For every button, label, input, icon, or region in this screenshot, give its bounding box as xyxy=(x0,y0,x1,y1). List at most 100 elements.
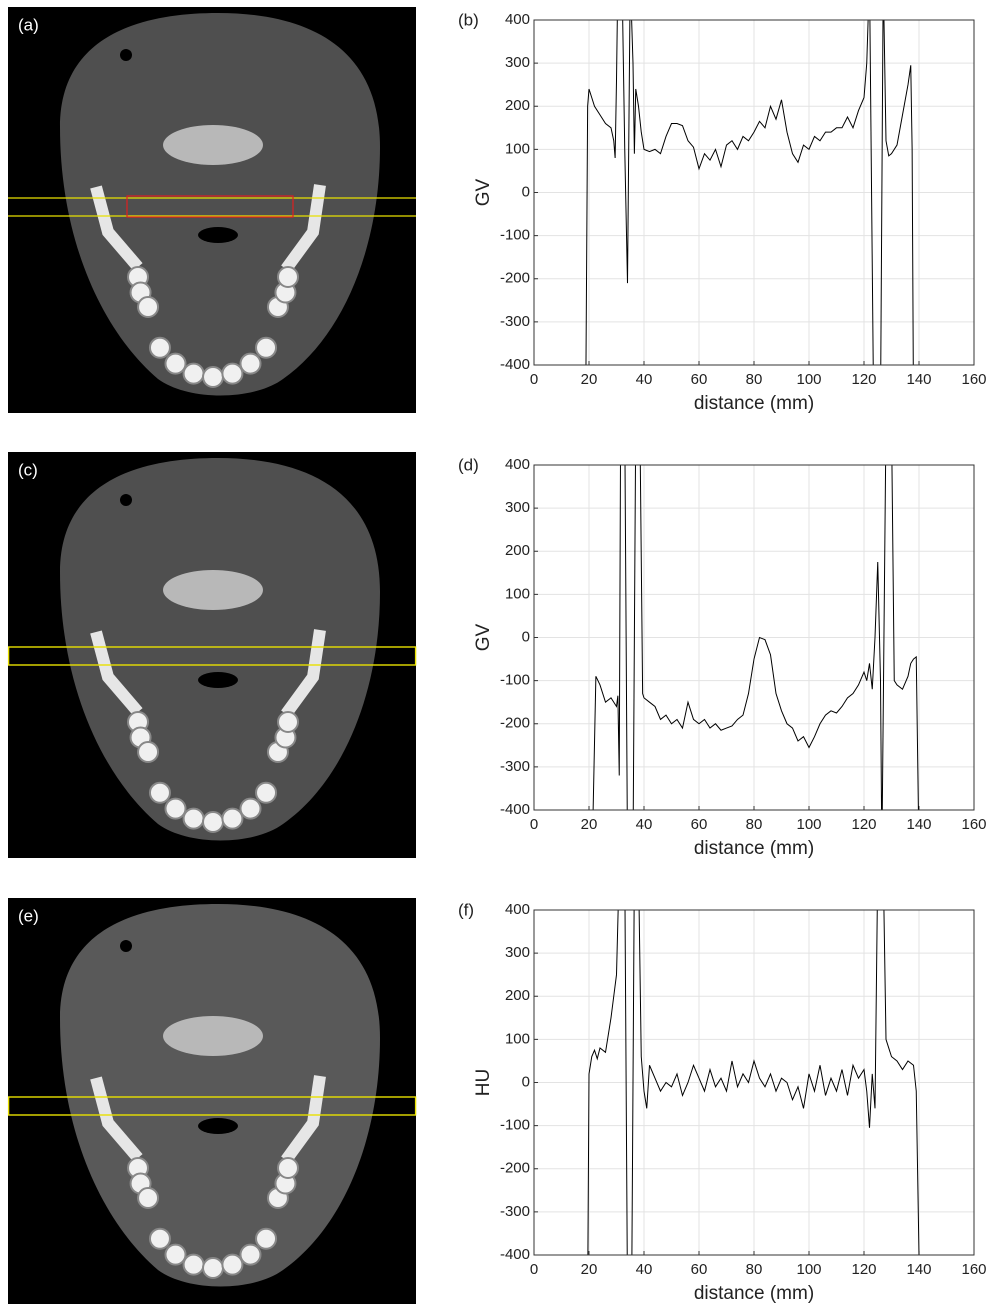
x-axis-label: distance (mm) xyxy=(694,838,814,859)
y-tick-label: 100 xyxy=(505,1030,530,1047)
y-tick-label: 200 xyxy=(505,542,530,559)
y-tick-label: -300 xyxy=(500,1203,530,1220)
x-tick-label: 140 xyxy=(906,816,931,833)
plot-frame xyxy=(533,19,975,366)
airway xyxy=(198,672,238,688)
tooth xyxy=(137,741,160,763)
y-tick-label: 400 xyxy=(505,11,530,28)
tooth xyxy=(221,807,244,830)
x-tick-label: 140 xyxy=(906,1261,931,1278)
x-tick-label: 120 xyxy=(851,816,876,833)
panel-label: (f) xyxy=(458,900,474,919)
x-axis-label: distance (mm) xyxy=(694,393,814,414)
panel-label: (b) xyxy=(458,10,479,29)
x-tick-label: 40 xyxy=(636,816,653,833)
bone xyxy=(163,1016,263,1056)
tooth xyxy=(255,781,278,804)
y-tick-label: -100 xyxy=(500,672,530,689)
x-tick-label: 0 xyxy=(530,816,538,833)
tooth xyxy=(277,1157,299,1179)
y-tick-label: -300 xyxy=(500,313,530,330)
air-pocket xyxy=(120,940,132,952)
x-tick-label: 120 xyxy=(851,1261,876,1278)
tooth xyxy=(221,1253,244,1276)
x-tick-label: 80 xyxy=(746,816,763,833)
y-tick-label: -400 xyxy=(500,1246,530,1263)
profile-line xyxy=(587,910,920,1255)
y-tick-label: 300 xyxy=(505,54,530,71)
x-axis-label: distance (mm) xyxy=(694,1283,814,1304)
x-tick-label: 100 xyxy=(796,1261,821,1278)
y-tick-label: 0 xyxy=(522,1073,530,1090)
ct-image xyxy=(8,7,416,413)
roi-box xyxy=(7,1096,417,1116)
panel-label: (e) xyxy=(18,906,39,925)
x-tick-label: 60 xyxy=(691,371,708,388)
x-tick-label: 20 xyxy=(581,371,598,388)
y-axis-label: HU xyxy=(473,1069,494,1096)
x-tick-label: 20 xyxy=(581,816,598,833)
x-tick-label: 80 xyxy=(746,371,763,388)
x-tick-label: 160 xyxy=(961,371,986,388)
plot-frame xyxy=(533,909,975,1256)
x-tick-label: 160 xyxy=(961,1261,986,1278)
tooth xyxy=(164,797,187,820)
tooth xyxy=(137,296,160,318)
y-tick-label: -200 xyxy=(500,270,530,287)
x-tick-label: 40 xyxy=(636,1261,653,1278)
y-tick-label: -300 xyxy=(500,758,530,775)
y-tick-label: 300 xyxy=(505,499,530,516)
tooth xyxy=(239,352,262,375)
tooth xyxy=(239,797,262,820)
panel-label: (d) xyxy=(458,455,479,474)
x-tick-label: 0 xyxy=(530,1261,538,1278)
tooth xyxy=(148,781,171,804)
air-pocket xyxy=(120,49,132,61)
x-tick-label: 60 xyxy=(691,1261,708,1278)
tooth xyxy=(221,362,244,385)
roi-box xyxy=(7,646,417,666)
y-tick-label: 200 xyxy=(505,987,530,1004)
x-tick-label: 80 xyxy=(746,1261,763,1278)
tooth xyxy=(137,1187,160,1209)
x-tick-label: 140 xyxy=(906,371,931,388)
y-tick-label: 300 xyxy=(505,944,530,961)
tooth xyxy=(182,1253,205,1276)
y-tick-label: 400 xyxy=(505,901,530,918)
tooth xyxy=(277,266,299,288)
mandible xyxy=(281,184,326,273)
bone xyxy=(163,125,263,165)
ct-image xyxy=(7,898,417,1304)
y-tick-label: -400 xyxy=(500,356,530,373)
y-tick-label: -200 xyxy=(500,715,530,732)
tooth xyxy=(202,1257,224,1279)
x-tick-label: 160 xyxy=(961,816,986,833)
x-tick-label: 40 xyxy=(636,371,653,388)
mandible xyxy=(281,1075,326,1164)
y-tick-label: -200 xyxy=(500,1160,530,1177)
x-tick-label: 120 xyxy=(851,371,876,388)
tooth xyxy=(182,362,205,385)
airway xyxy=(198,227,238,243)
panel-label: (a) xyxy=(18,15,39,34)
air-pocket xyxy=(120,494,132,506)
x-tick-label: 100 xyxy=(796,371,821,388)
x-tick-label: 100 xyxy=(796,816,821,833)
x-tick-label: 0 xyxy=(530,371,538,388)
bone xyxy=(163,570,263,610)
profile-line xyxy=(585,20,914,365)
tooth xyxy=(182,807,205,830)
tooth xyxy=(255,1227,278,1250)
ct-image xyxy=(7,452,417,858)
mandible xyxy=(90,185,143,271)
y-tick-label: -400 xyxy=(500,801,530,818)
y-axis-label: GV xyxy=(473,623,494,651)
tooth xyxy=(148,1227,171,1250)
plot-frame xyxy=(533,464,975,811)
y-tick-label: 100 xyxy=(505,140,530,157)
tooth xyxy=(255,336,278,359)
y-tick-label: 0 xyxy=(522,183,530,200)
airway xyxy=(198,1118,238,1134)
tooth xyxy=(239,1243,262,1266)
y-tick-label: 400 xyxy=(505,456,530,473)
